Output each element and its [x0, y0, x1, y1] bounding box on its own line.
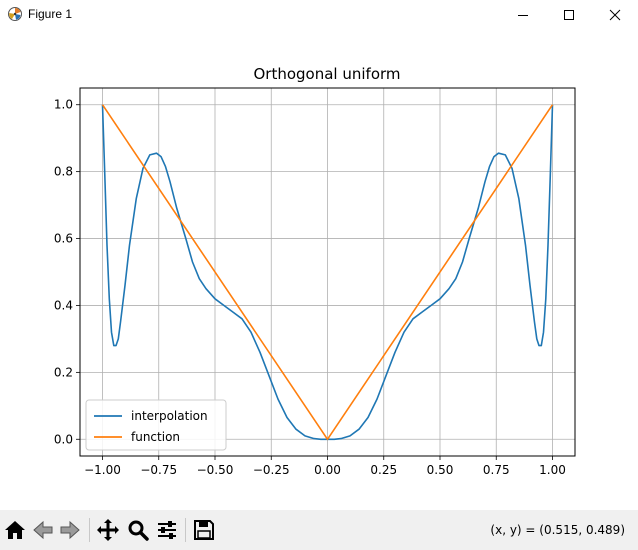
y-tick-label: 0.6 — [54, 232, 73, 246]
toolbar-separator — [185, 518, 186, 542]
home-button[interactable] — [2, 517, 28, 543]
zoom-button[interactable] — [125, 517, 151, 543]
x-tick-label: −0.25 — [253, 463, 290, 477]
minimize-button[interactable] — [500, 0, 546, 30]
y-tick-label: 1.0 — [54, 98, 73, 112]
close-button[interactable] — [592, 0, 638, 30]
configure-subplots-button[interactable] — [154, 517, 180, 543]
zoom-magnifier-icon — [128, 520, 149, 541]
y-tick-label: 0.4 — [54, 298, 73, 312]
cursor-coordinates: (x, y) = (0.515, 0.489) — [490, 523, 625, 537]
series-line-function — [101, 104, 554, 441]
sliders-icon — [158, 521, 176, 539]
pan-move-icon — [97, 519, 119, 541]
home-icon — [5, 521, 25, 539]
legend-label-interpolation: interpolation — [131, 409, 208, 423]
series-lines — [101, 104, 554, 441]
back-arrow-icon — [33, 520, 53, 540]
y-tick-label: 0.8 — [54, 165, 73, 179]
minimize-icon — [518, 15, 528, 16]
grid-lines — [80, 88, 575, 456]
x-tick-label: 0.50 — [427, 463, 454, 477]
y-tick-label: 0.2 — [54, 365, 73, 379]
floppy-disk-icon — [194, 520, 214, 540]
legend: interpolation function — [85, 399, 227, 451]
y-tick-label: 0.0 — [54, 432, 73, 446]
maximize-button[interactable] — [546, 0, 592, 30]
x-tick-label: −0.75 — [140, 463, 177, 477]
x-tick-label: 1.00 — [539, 463, 566, 477]
chart-title: Orthogonal uniform — [253, 65, 400, 83]
x-tick-label: 0.75 — [483, 463, 510, 477]
chart-plot[interactable]: Orthogonal uniform −1.00 −0.75 −0.50 −0.25 0… — [0, 30, 638, 510]
window-title: Figure 1 — [28, 7, 73, 21]
maximize-icon — [564, 10, 574, 20]
forward-button[interactable] — [57, 517, 83, 543]
x-tick-label: 0.25 — [370, 463, 397, 477]
matplotlib-figure-icon — [8, 7, 22, 21]
close-icon — [609, 9, 621, 21]
window-titlebar: Figure 1 — [0, 0, 638, 30]
x-tick-label: −1.00 — [84, 463, 121, 477]
navigation-toolbar: (x, y) = (0.515, 0.489) — [0, 510, 638, 550]
x-tick-label: −0.50 — [197, 463, 234, 477]
save-button[interactable] — [191, 517, 217, 543]
axis-ticks: −1.00 −0.75 −0.50 −0.25 0.00 0.25 0.50 0.75 1.00… — [54, 98, 566, 477]
pan-button[interactable] — [95, 517, 121, 543]
x-tick-label: 0.00 — [314, 463, 341, 477]
legend-label-function: function — [131, 430, 180, 444]
back-button[interactable] — [30, 517, 56, 543]
forward-arrow-icon — [60, 520, 80, 540]
toolbar-separator — [89, 518, 90, 542]
